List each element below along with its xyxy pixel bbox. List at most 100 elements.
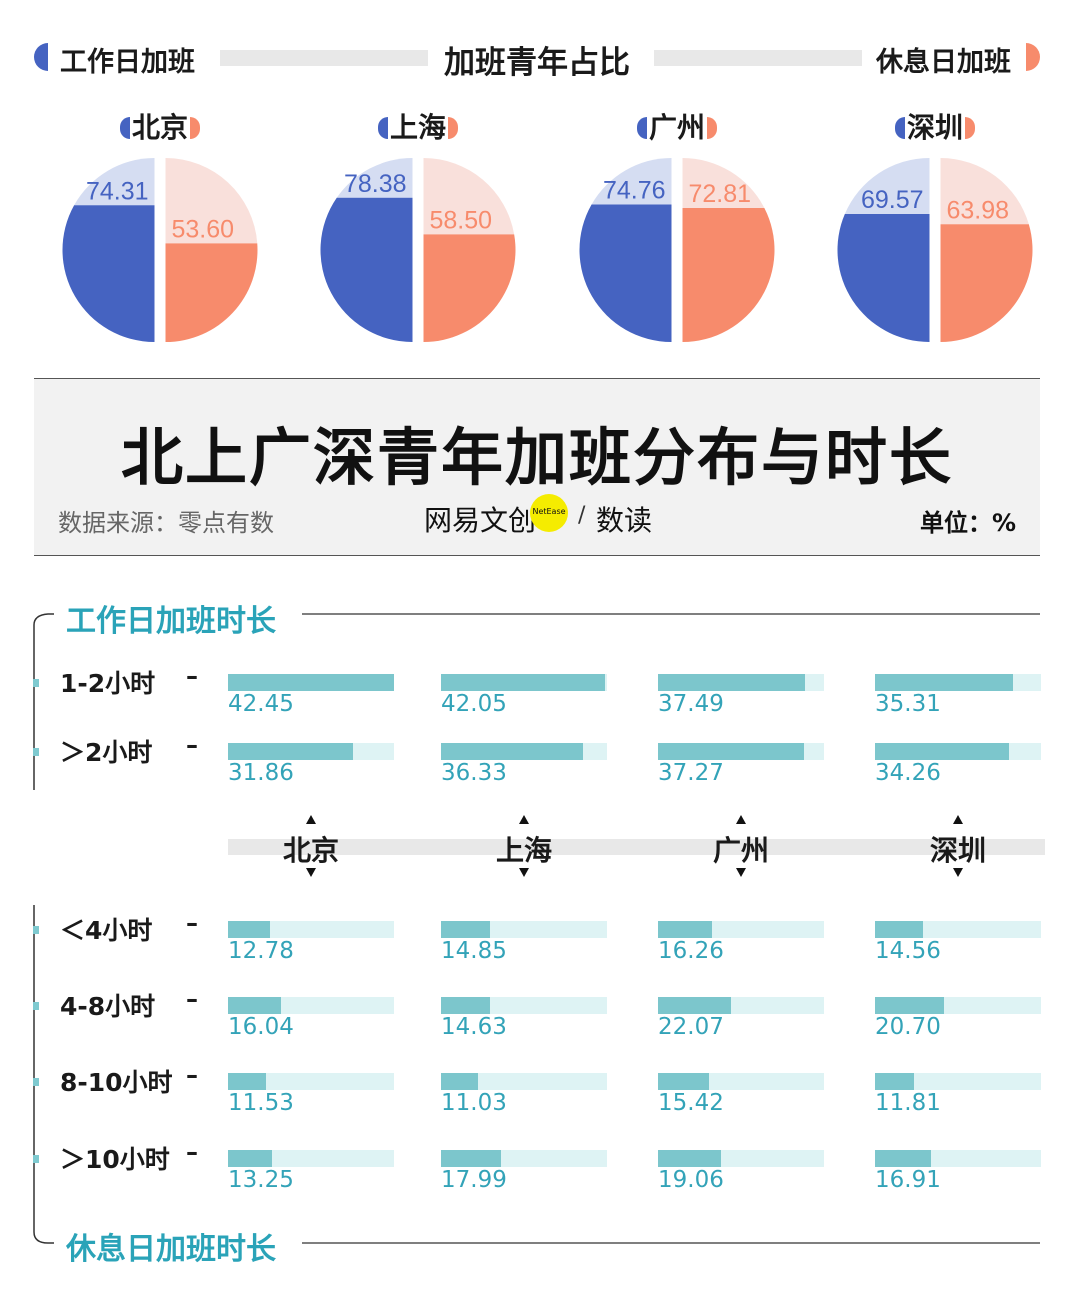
pie-city-name: 北京 xyxy=(131,111,188,144)
rest-bar-0-1 xyxy=(441,921,491,938)
rest-marker-icon xyxy=(965,117,975,139)
workday-section-title: 工作日加班时长 xyxy=(66,604,276,639)
pie-city-name: 上海 xyxy=(389,111,446,144)
rest-bar-3-2 xyxy=(658,1150,722,1167)
rest-bar-value-2-1: 11.03 xyxy=(441,1090,507,1116)
rest-bar-track xyxy=(441,997,607,1014)
down-arrow-icon xyxy=(519,868,529,877)
workday-marker-icon xyxy=(377,117,388,139)
rest-bar-2-3 xyxy=(875,1073,915,1090)
main-title: 北上广深青年加班分布与时长 xyxy=(120,421,953,494)
row-dash: – xyxy=(186,731,198,759)
pie-workday-remainder-2 xyxy=(591,158,672,205)
rest-bar-value-3-0: 13.25 xyxy=(228,1167,294,1193)
workday-bar-1-0 xyxy=(228,743,353,760)
rest-bar-value-1-1: 14.63 xyxy=(441,1014,507,1040)
rest-bar-2-0 xyxy=(228,1073,267,1090)
pie-rest-remainder-1 xyxy=(423,158,515,235)
workday-bar-0-0 xyxy=(228,674,394,691)
workday-bar-track xyxy=(875,674,1041,691)
workday-bar-track xyxy=(875,743,1041,760)
down-arrow-icon xyxy=(736,868,746,877)
rest-bar-track xyxy=(658,997,824,1014)
row-dash: – xyxy=(186,1061,198,1089)
row-dash: – xyxy=(186,1138,198,1166)
workday-bar-value-1-2: 37.27 xyxy=(658,760,724,786)
rest-bar-value-2-2: 15.42 xyxy=(658,1090,724,1116)
workday-bar-track xyxy=(441,743,607,760)
up-arrow-icon xyxy=(519,815,529,824)
rest-bar-value-0-2: 16.26 xyxy=(658,938,724,964)
legend-divider-left xyxy=(220,50,428,66)
rest-bar-value-0-3: 14.56 xyxy=(875,938,941,964)
rest-bar-track xyxy=(875,1073,1041,1090)
rest-bar-1-2 xyxy=(658,997,732,1014)
rest-bar-3-3 xyxy=(875,1150,932,1167)
up-arrow-icon xyxy=(953,815,963,824)
workday-bar-0-3 xyxy=(875,674,1014,691)
axis-city-label-0: 北京 xyxy=(282,834,339,867)
pie-rest-fill-1 xyxy=(423,234,516,342)
workday-bar-value-0-0: 42.45 xyxy=(228,691,294,717)
rest-bar-value-0-1: 14.85 xyxy=(441,938,507,964)
rest-bar-value-3-2: 19.06 xyxy=(658,1167,724,1193)
pie-workday-fill-1 xyxy=(320,197,413,342)
workday-bar-value-0-3: 35.31 xyxy=(875,691,941,717)
row-tick xyxy=(33,1002,39,1010)
rest-bar-2-1 xyxy=(441,1073,478,1090)
brand-name-2: 数读 xyxy=(596,504,653,537)
rest-bar-0-0 xyxy=(228,921,271,938)
city-axis-band xyxy=(228,839,1045,855)
up-arrow-icon xyxy=(306,815,316,824)
workday-marker-icon xyxy=(119,117,130,139)
workday-row-label-0: 1-2小时 xyxy=(60,669,156,698)
pie-rest-remainder-2 xyxy=(682,158,765,209)
row-dash: – xyxy=(186,909,198,937)
workday-marker-icon xyxy=(894,117,905,139)
netease-logo: NetEase xyxy=(530,494,568,532)
pie-rest-value-3: 63.98 xyxy=(947,196,1010,224)
workday-bracket xyxy=(33,613,54,790)
rest-bar-track xyxy=(441,1150,607,1167)
axis-city-label-3: 深圳 xyxy=(929,834,986,867)
workday-bar-value-0-2: 37.49 xyxy=(658,691,724,717)
rest-bar-track xyxy=(658,921,824,938)
unit-label: 单位：% xyxy=(919,509,1016,537)
workday-bar-0-2 xyxy=(658,674,805,691)
rest-bar-track xyxy=(441,921,607,938)
pie-rest-fill-0 xyxy=(165,243,258,342)
workday-bar-1-2 xyxy=(658,743,804,760)
down-arrow-icon xyxy=(953,868,963,877)
rest-bar-track xyxy=(658,1073,824,1090)
rest-marker-icon xyxy=(190,117,200,139)
pie-rest-fill-3 xyxy=(940,224,1033,342)
row-tick xyxy=(33,1155,39,1163)
workday-bar-1-3 xyxy=(875,743,1009,760)
workday-legend-marker xyxy=(34,43,48,71)
pie-rest-fill-2 xyxy=(682,208,775,342)
down-arrow-icon xyxy=(306,868,316,877)
workday-bar-value-1-1: 36.33 xyxy=(441,760,507,786)
rest-bar-value-3-3: 16.91 xyxy=(875,1167,941,1193)
rest-bar-2-2 xyxy=(658,1073,710,1090)
pie-rest-value-0: 53.60 xyxy=(172,215,235,243)
row-dash: – xyxy=(186,985,198,1013)
title-banner: 北上广深青年加班分布与时长 数据来源：零点有数 网易文创 NetEase / 数… xyxy=(34,378,1040,556)
pie-city-name: 深圳 xyxy=(906,111,963,144)
pie-workday-fill-0 xyxy=(62,205,155,342)
rest-bar-track xyxy=(875,997,1041,1014)
rest-section-title: 休息日加班时长 xyxy=(66,1232,276,1267)
rest-bar-track xyxy=(875,1150,1041,1167)
rest-bar-track xyxy=(228,1073,394,1090)
data-source: 数据来源：零点有数 xyxy=(58,509,274,537)
axis-city-label-2: 广州 xyxy=(712,834,769,867)
legend-divider-right xyxy=(654,50,862,66)
pie-workday-value-1: 78.38 xyxy=(344,170,407,198)
workday-legend-label: 工作日加班 xyxy=(60,47,195,78)
rest-bar-track xyxy=(658,1150,824,1167)
rest-bar-track xyxy=(228,1150,394,1167)
pie-rest-remainder-0 xyxy=(165,158,258,244)
rest-bar-0-2 xyxy=(658,921,712,938)
rest-bar-3-0 xyxy=(228,1150,272,1167)
